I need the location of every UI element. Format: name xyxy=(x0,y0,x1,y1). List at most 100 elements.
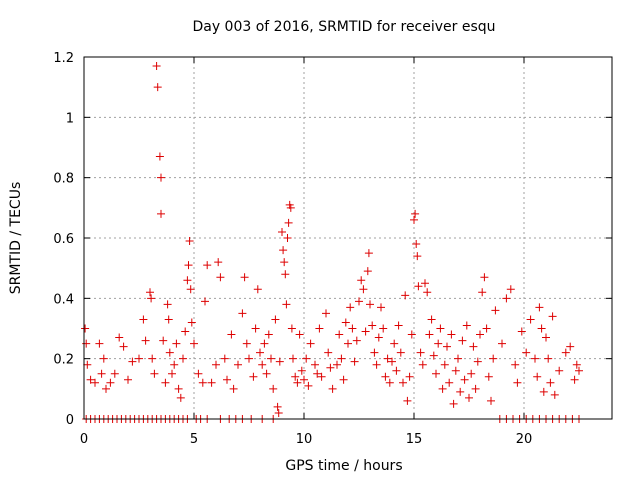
y-axis-title: SRMTID / TECUs xyxy=(8,182,24,295)
data-point xyxy=(539,387,548,396)
data-point xyxy=(148,354,157,363)
data-point xyxy=(264,330,273,339)
data-point xyxy=(469,342,478,351)
data-point xyxy=(363,267,372,276)
data-point xyxy=(438,384,447,393)
data-point xyxy=(315,324,324,333)
data-point xyxy=(281,270,290,279)
data-point xyxy=(401,291,410,300)
data-point xyxy=(279,246,288,255)
data-point xyxy=(476,330,484,339)
data-point xyxy=(348,324,357,333)
data-point xyxy=(335,330,344,339)
data-point xyxy=(159,336,168,345)
data-point xyxy=(555,366,564,375)
data-point xyxy=(352,336,361,345)
data-point xyxy=(176,393,185,402)
data-point xyxy=(258,360,267,369)
data-point xyxy=(411,209,420,218)
data-point xyxy=(190,339,198,348)
data-point xyxy=(383,354,392,363)
data-point xyxy=(432,369,440,378)
y-tick-label: 0.8 xyxy=(53,172,74,187)
data-point xyxy=(216,273,225,282)
data-point xyxy=(95,339,104,348)
data-point xyxy=(110,369,119,378)
y-tick-label: 0 xyxy=(66,413,74,428)
data-point xyxy=(489,354,498,363)
data-point xyxy=(425,330,434,339)
data-point xyxy=(203,261,212,270)
data-point xyxy=(473,357,482,366)
data-point xyxy=(458,336,467,345)
data-point xyxy=(511,360,520,369)
data-point xyxy=(570,375,579,384)
data-point xyxy=(566,342,575,351)
data-point xyxy=(445,378,454,387)
data-point xyxy=(385,378,394,387)
y-tick-label: 1.2 xyxy=(53,51,74,66)
data-point xyxy=(139,315,148,324)
data-point xyxy=(526,315,535,324)
data-point xyxy=(146,288,154,297)
data-point xyxy=(326,363,335,372)
data-point xyxy=(344,339,352,348)
data-point xyxy=(179,354,187,363)
data-point xyxy=(242,339,251,348)
data-point xyxy=(522,348,531,357)
data-point xyxy=(168,369,176,378)
x-tick-label: 0 xyxy=(80,432,88,447)
data-point xyxy=(194,369,203,378)
data-point xyxy=(447,330,456,339)
data-point xyxy=(390,339,399,348)
data-point xyxy=(141,336,150,345)
data-point xyxy=(269,384,278,393)
data-point xyxy=(548,312,557,321)
data-point xyxy=(286,203,295,212)
data-point xyxy=(135,354,143,363)
data-point xyxy=(220,354,229,363)
data-point xyxy=(128,357,137,366)
data-point xyxy=(517,327,526,336)
data-point xyxy=(86,375,95,384)
data-point xyxy=(223,375,231,384)
data-point xyxy=(462,321,471,330)
data-point xyxy=(357,276,366,285)
data-point xyxy=(418,360,427,369)
data-point xyxy=(355,297,363,306)
data-point xyxy=(287,324,296,333)
data-point xyxy=(273,402,282,411)
data-point xyxy=(99,354,108,363)
chart-title: Day 003 of 2016, SRMTID for receiver esq… xyxy=(192,19,495,35)
data-point xyxy=(440,360,449,369)
data-point xyxy=(443,342,451,351)
data-point xyxy=(405,372,414,381)
grid-layer xyxy=(84,57,612,419)
data-point xyxy=(491,306,500,315)
data-point xyxy=(251,324,260,333)
data-point xyxy=(187,318,196,327)
data-point xyxy=(234,360,242,369)
y-tick-labels: 0 0.2 0.4 0.6 0.8 1 1.2 xyxy=(53,51,74,428)
data-point xyxy=(201,297,209,306)
data-point xyxy=(227,330,236,339)
data-point xyxy=(337,354,346,363)
data-point xyxy=(388,357,396,366)
data-point xyxy=(537,324,546,333)
data-point xyxy=(484,372,493,381)
y-tick-label: 0.4 xyxy=(53,292,74,307)
data-point xyxy=(157,209,165,218)
data-point xyxy=(229,384,238,393)
x-tick-label: 15 xyxy=(406,432,423,447)
data-point xyxy=(253,285,262,294)
data-point xyxy=(293,378,302,387)
data-point xyxy=(421,279,429,288)
data-point xyxy=(172,339,181,348)
data-point xyxy=(260,339,269,348)
data-point xyxy=(364,249,373,258)
data-point xyxy=(502,294,511,303)
data-point xyxy=(198,378,207,387)
data-point xyxy=(147,294,156,303)
data-point xyxy=(379,324,388,333)
data-point xyxy=(283,234,292,242)
